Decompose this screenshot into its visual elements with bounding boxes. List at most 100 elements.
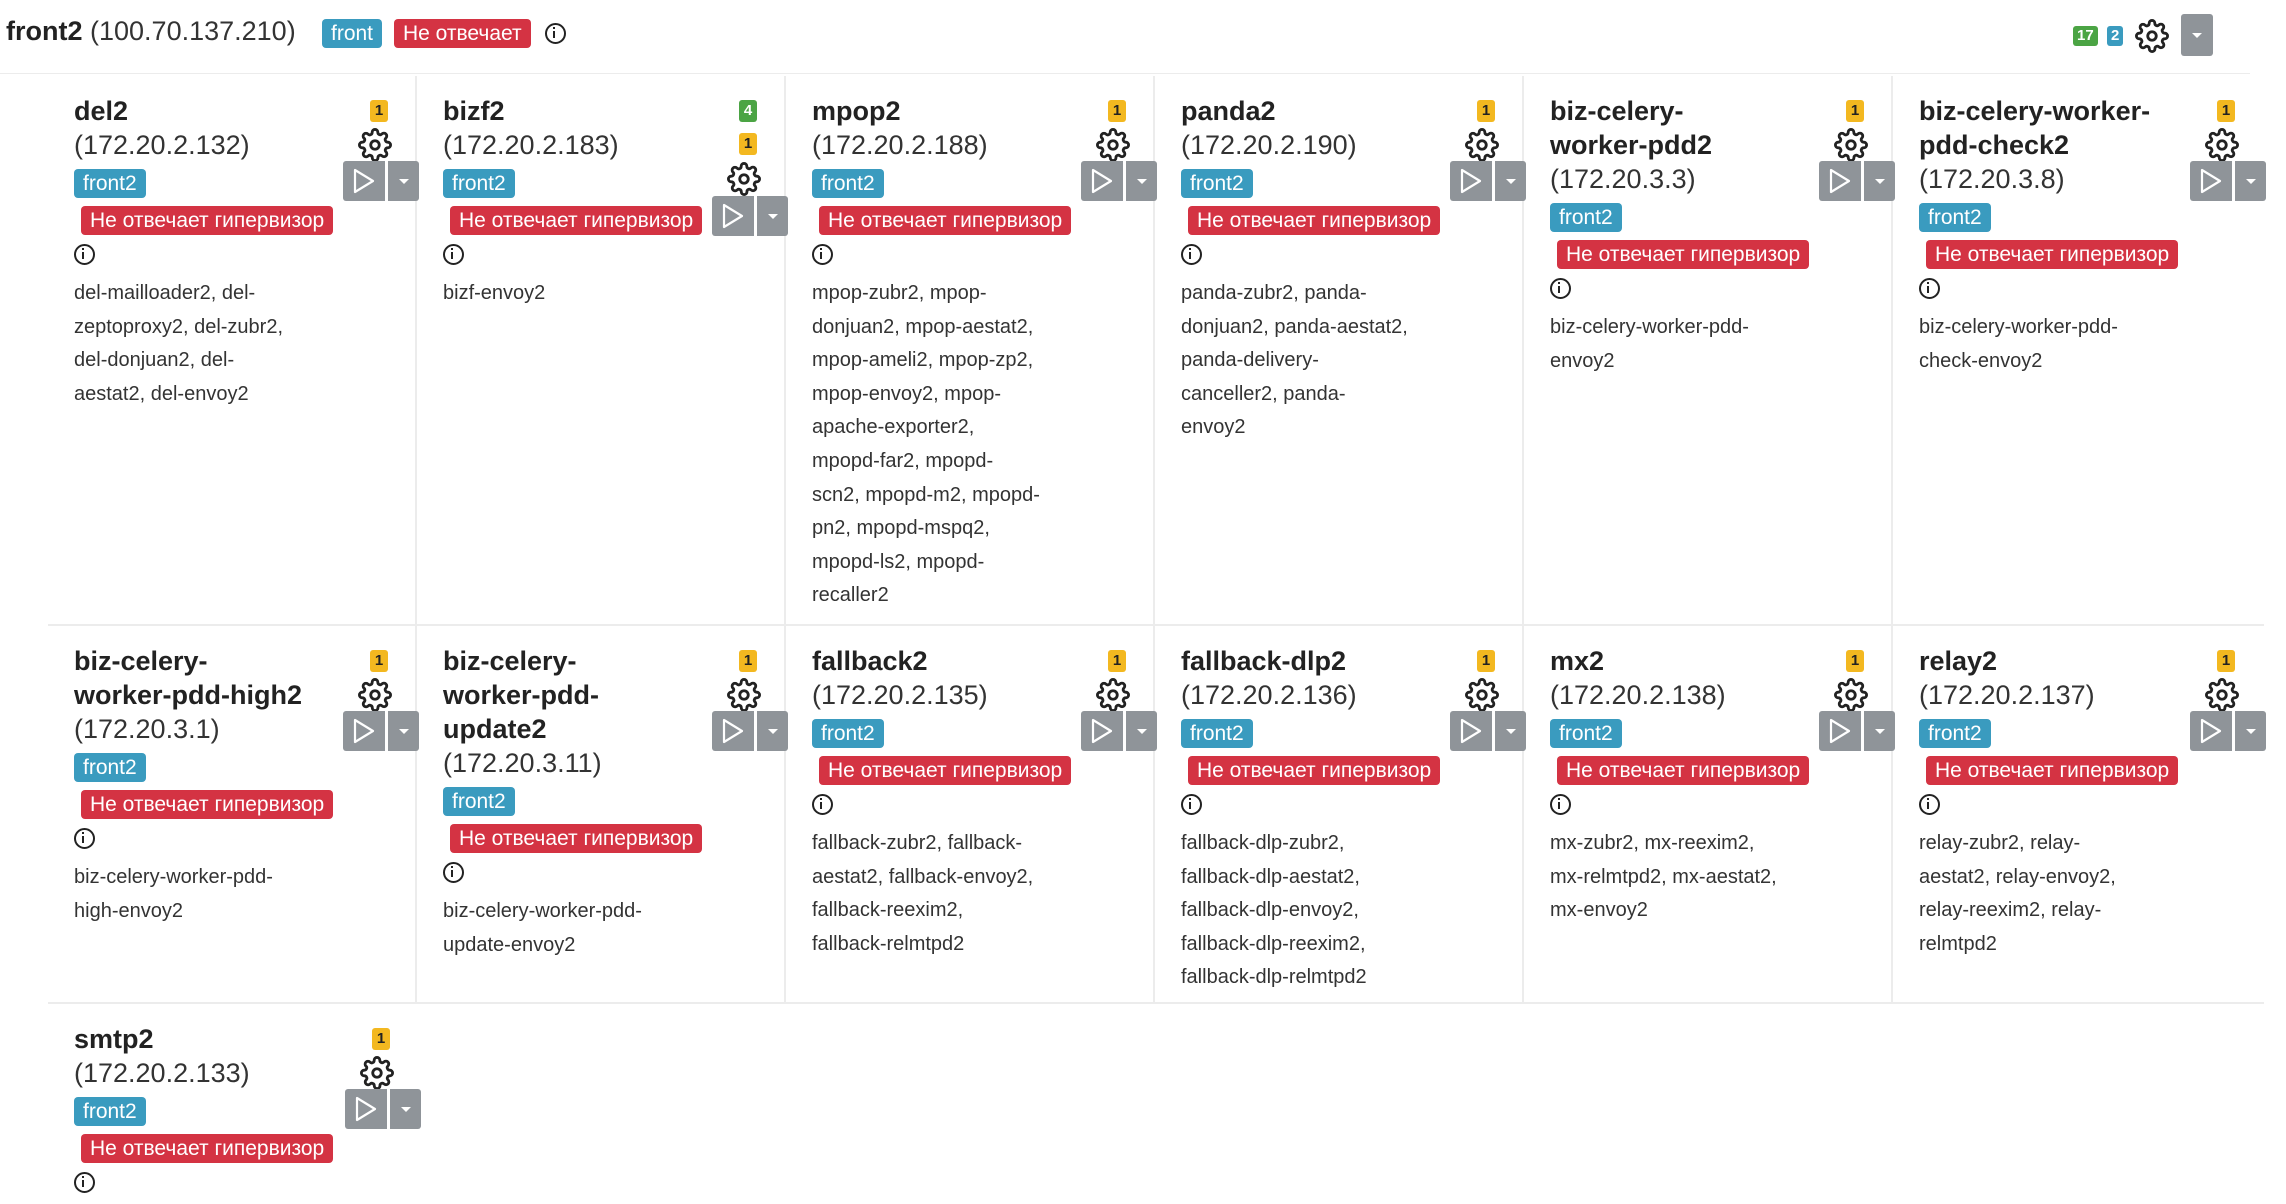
actions-dropdown[interactable]: [1126, 711, 1157, 751]
actions-dropdown[interactable]: [2235, 161, 2266, 201]
card-name[interactable]: del2: [74, 96, 129, 126]
services-list: biz-celery-worker-pdd-envoy2: [1550, 316, 1749, 372]
actions-dropdown[interactable]: [1495, 161, 1526, 201]
card-name[interactable]: biz-celery-worker-pdd-check2: [1919, 96, 2151, 160]
info-icon[interactable]: [443, 862, 464, 883]
actions-dropdown[interactable]: [1864, 161, 1895, 201]
info-icon[interactable]: [1550, 278, 1571, 299]
start-button[interactable]: [1819, 711, 1861, 751]
card-name[interactable]: biz-celery-worker-pdd-update2: [443, 646, 600, 744]
gear-icon[interactable]: [1834, 128, 1868, 162]
info-icon[interactable]: [1919, 278, 1940, 299]
start-button[interactable]: [343, 161, 385, 201]
gear-icon[interactable]: [1465, 128, 1499, 162]
start-button[interactable]: [712, 196, 754, 236]
card-name[interactable]: bizf2: [443, 96, 505, 126]
host-name[interactable]: front2: [6, 16, 83, 46]
card-controls: [712, 196, 788, 236]
card-controls: [345, 1089, 421, 1129]
start-button[interactable]: [2190, 711, 2232, 751]
card-name[interactable]: relay2: [1919, 646, 1998, 676]
container-card: mpop2 (172.20.2.188) front2 Не отвечает …: [786, 76, 1157, 624]
card-controls: [343, 711, 419, 751]
container-card: mx2 (172.20.2.138) front2 Не отвечает ги…: [1524, 626, 1895, 1002]
actions-dropdown[interactable]: [388, 161, 419, 201]
start-button[interactable]: [343, 711, 385, 751]
host-status-badge: Не отвечает: [394, 19, 531, 48]
card-ip: (172.20.2.133): [74, 1058, 250, 1088]
info-icon[interactable]: [1181, 244, 1202, 265]
status-badge: Не отвечает гипервизор: [81, 790, 334, 819]
services-list: fallback-dlp-zubr2, fallback-dlp-aestat2…: [1181, 832, 1367, 989]
grid-row: del2 (172.20.2.132) front2 Не отвечает г…: [48, 76, 2266, 626]
card-ip: (172.20.3.8): [1919, 164, 2065, 194]
gear-icon[interactable]: [727, 678, 761, 712]
gear-icon[interactable]: [360, 1056, 394, 1090]
host-menu-dropdown[interactable]: [2181, 14, 2213, 56]
info-icon[interactable]: [74, 828, 95, 849]
actions-dropdown[interactable]: [1864, 711, 1895, 751]
count-badge: 1: [2217, 650, 2235, 672]
info-icon[interactable]: [74, 1172, 95, 1193]
count-badge: 1: [1846, 650, 1864, 672]
info-icon[interactable]: [812, 244, 833, 265]
services-list: mpop-zubr2, mpop-donjuan2, mpop-aestat2,…: [812, 282, 1040, 607]
services-list: relay-zubr2, relay-aestat2, relay-envoy2…: [1919, 832, 2116, 955]
gear-icon[interactable]: [358, 678, 392, 712]
start-button[interactable]: [2190, 161, 2232, 201]
count-badge: 1: [372, 1028, 390, 1050]
gear-icon[interactable]: [1096, 128, 1130, 162]
info-icon[interactable]: [1550, 794, 1571, 815]
card-name[interactable]: mx2: [1550, 646, 1605, 676]
card-name[interactable]: biz-celery-worker-pdd-high2: [74, 646, 302, 710]
gear-icon[interactable]: [358, 128, 392, 162]
gear-icon[interactable]: [1465, 678, 1499, 712]
actions-dropdown[interactable]: [2235, 711, 2266, 751]
actions-dropdown[interactable]: [757, 711, 788, 751]
gear-icon[interactable]: [2135, 19, 2169, 53]
info-icon[interactable]: [1181, 794, 1202, 815]
info-icon[interactable]: [545, 23, 566, 44]
card-name[interactable]: panda2: [1181, 96, 1276, 126]
host-title: front2 (100.70.137.210): [6, 14, 296, 48]
grid-row: smtp2 (172.20.2.133) front2 Не отвечает …: [48, 1004, 2264, 1204]
start-button[interactable]: [1081, 711, 1123, 751]
start-button[interactable]: [1450, 161, 1492, 201]
info-icon[interactable]: [443, 244, 464, 265]
gear-icon[interactable]: [727, 162, 761, 196]
info-icon[interactable]: [1919, 794, 1940, 815]
gear-icon[interactable]: [2205, 678, 2239, 712]
actions-dropdown[interactable]: [390, 1089, 421, 1129]
status-badge: Не отвечает гипервизор: [1926, 756, 2179, 785]
services-list: bizf-envoy2: [443, 282, 546, 304]
card-ip: (172.20.2.138): [1550, 680, 1726, 710]
start-button[interactable]: [345, 1089, 387, 1129]
card-name[interactable]: fallback2: [812, 646, 928, 676]
actions-dropdown[interactable]: [1495, 711, 1526, 751]
card-ip: (172.20.2.136): [1181, 680, 1357, 710]
info-icon[interactable]: [74, 244, 95, 265]
gear-icon[interactable]: [1096, 678, 1130, 712]
start-button[interactable]: [712, 711, 754, 751]
card-name[interactable]: mpop2: [812, 96, 901, 126]
services-list: biz-celery-worker-pdd-high-envoy2: [74, 866, 273, 922]
grid-row: biz-celery-worker-pdd-high2 (172.20.3.1)…: [48, 626, 2266, 1004]
start-button[interactable]: [1081, 161, 1123, 201]
status-badge: Не отвечает гипервизор: [1188, 206, 1441, 235]
count-badge: 1: [739, 133, 757, 155]
start-button[interactable]: [1819, 161, 1861, 201]
card-controls: [712, 711, 788, 751]
actions-dropdown[interactable]: [388, 711, 419, 751]
info-icon[interactable]: [812, 794, 833, 815]
card-controls: [2190, 711, 2266, 751]
card-name[interactable]: biz-celery-worker-pdd2: [1550, 96, 1713, 160]
status-badge: Не отвечает гипервизор: [1557, 240, 1810, 269]
actions-dropdown[interactable]: [1126, 161, 1157, 201]
card-name[interactable]: fallback-dlp2: [1181, 646, 1347, 676]
gear-icon[interactable]: [2205, 128, 2239, 162]
actions-dropdown[interactable]: [757, 196, 788, 236]
gear-icon[interactable]: [1834, 678, 1868, 712]
start-button[interactable]: [1450, 711, 1492, 751]
count-badge: 1: [1108, 100, 1126, 122]
card-name[interactable]: smtp2: [74, 1024, 154, 1054]
